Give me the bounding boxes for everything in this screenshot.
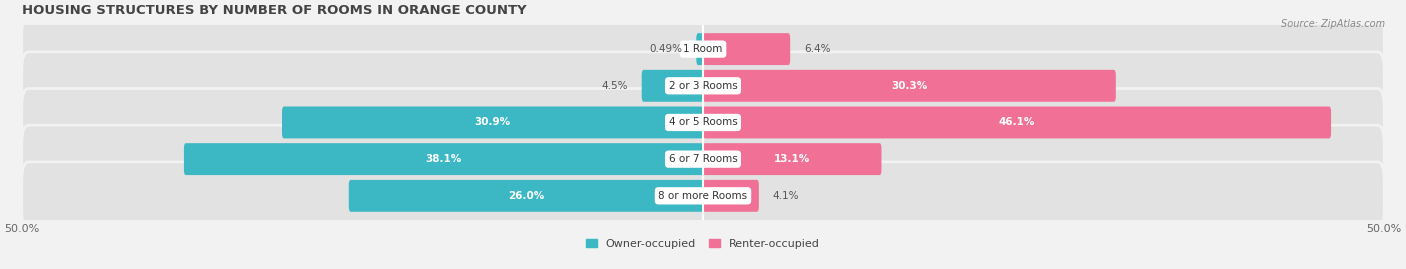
FancyBboxPatch shape [703, 180, 759, 212]
FancyBboxPatch shape [21, 125, 1385, 193]
FancyBboxPatch shape [349, 180, 703, 212]
FancyBboxPatch shape [283, 107, 703, 139]
Text: 46.1%: 46.1% [998, 118, 1035, 128]
Text: Source: ZipAtlas.com: Source: ZipAtlas.com [1281, 19, 1385, 29]
Text: 38.1%: 38.1% [426, 154, 461, 164]
Text: 4 or 5 Rooms: 4 or 5 Rooms [669, 118, 737, 128]
Text: 4.1%: 4.1% [772, 191, 799, 201]
FancyBboxPatch shape [21, 162, 1385, 230]
Text: HOUSING STRUCTURES BY NUMBER OF ROOMS IN ORANGE COUNTY: HOUSING STRUCTURES BY NUMBER OF ROOMS IN… [21, 4, 526, 17]
Text: 13.1%: 13.1% [775, 154, 810, 164]
Text: 6 or 7 Rooms: 6 or 7 Rooms [669, 154, 737, 164]
FancyBboxPatch shape [21, 89, 1385, 156]
Text: 0.49%: 0.49% [650, 44, 683, 54]
Legend: Owner-occupied, Renter-occupied: Owner-occupied, Renter-occupied [586, 239, 820, 249]
FancyBboxPatch shape [696, 33, 703, 65]
Text: 2 or 3 Rooms: 2 or 3 Rooms [669, 81, 737, 91]
Text: 1 Room: 1 Room [683, 44, 723, 54]
Text: 30.9%: 30.9% [474, 118, 510, 128]
FancyBboxPatch shape [184, 143, 703, 175]
FancyBboxPatch shape [21, 15, 1385, 83]
Text: 6.4%: 6.4% [804, 44, 831, 54]
FancyBboxPatch shape [703, 143, 882, 175]
FancyBboxPatch shape [21, 52, 1385, 120]
FancyBboxPatch shape [641, 70, 703, 102]
FancyBboxPatch shape [703, 107, 1331, 139]
Text: 4.5%: 4.5% [602, 81, 628, 91]
Text: 8 or more Rooms: 8 or more Rooms [658, 191, 748, 201]
Text: 30.3%: 30.3% [891, 81, 928, 91]
FancyBboxPatch shape [703, 33, 790, 65]
Text: 26.0%: 26.0% [508, 191, 544, 201]
FancyBboxPatch shape [703, 70, 1116, 102]
